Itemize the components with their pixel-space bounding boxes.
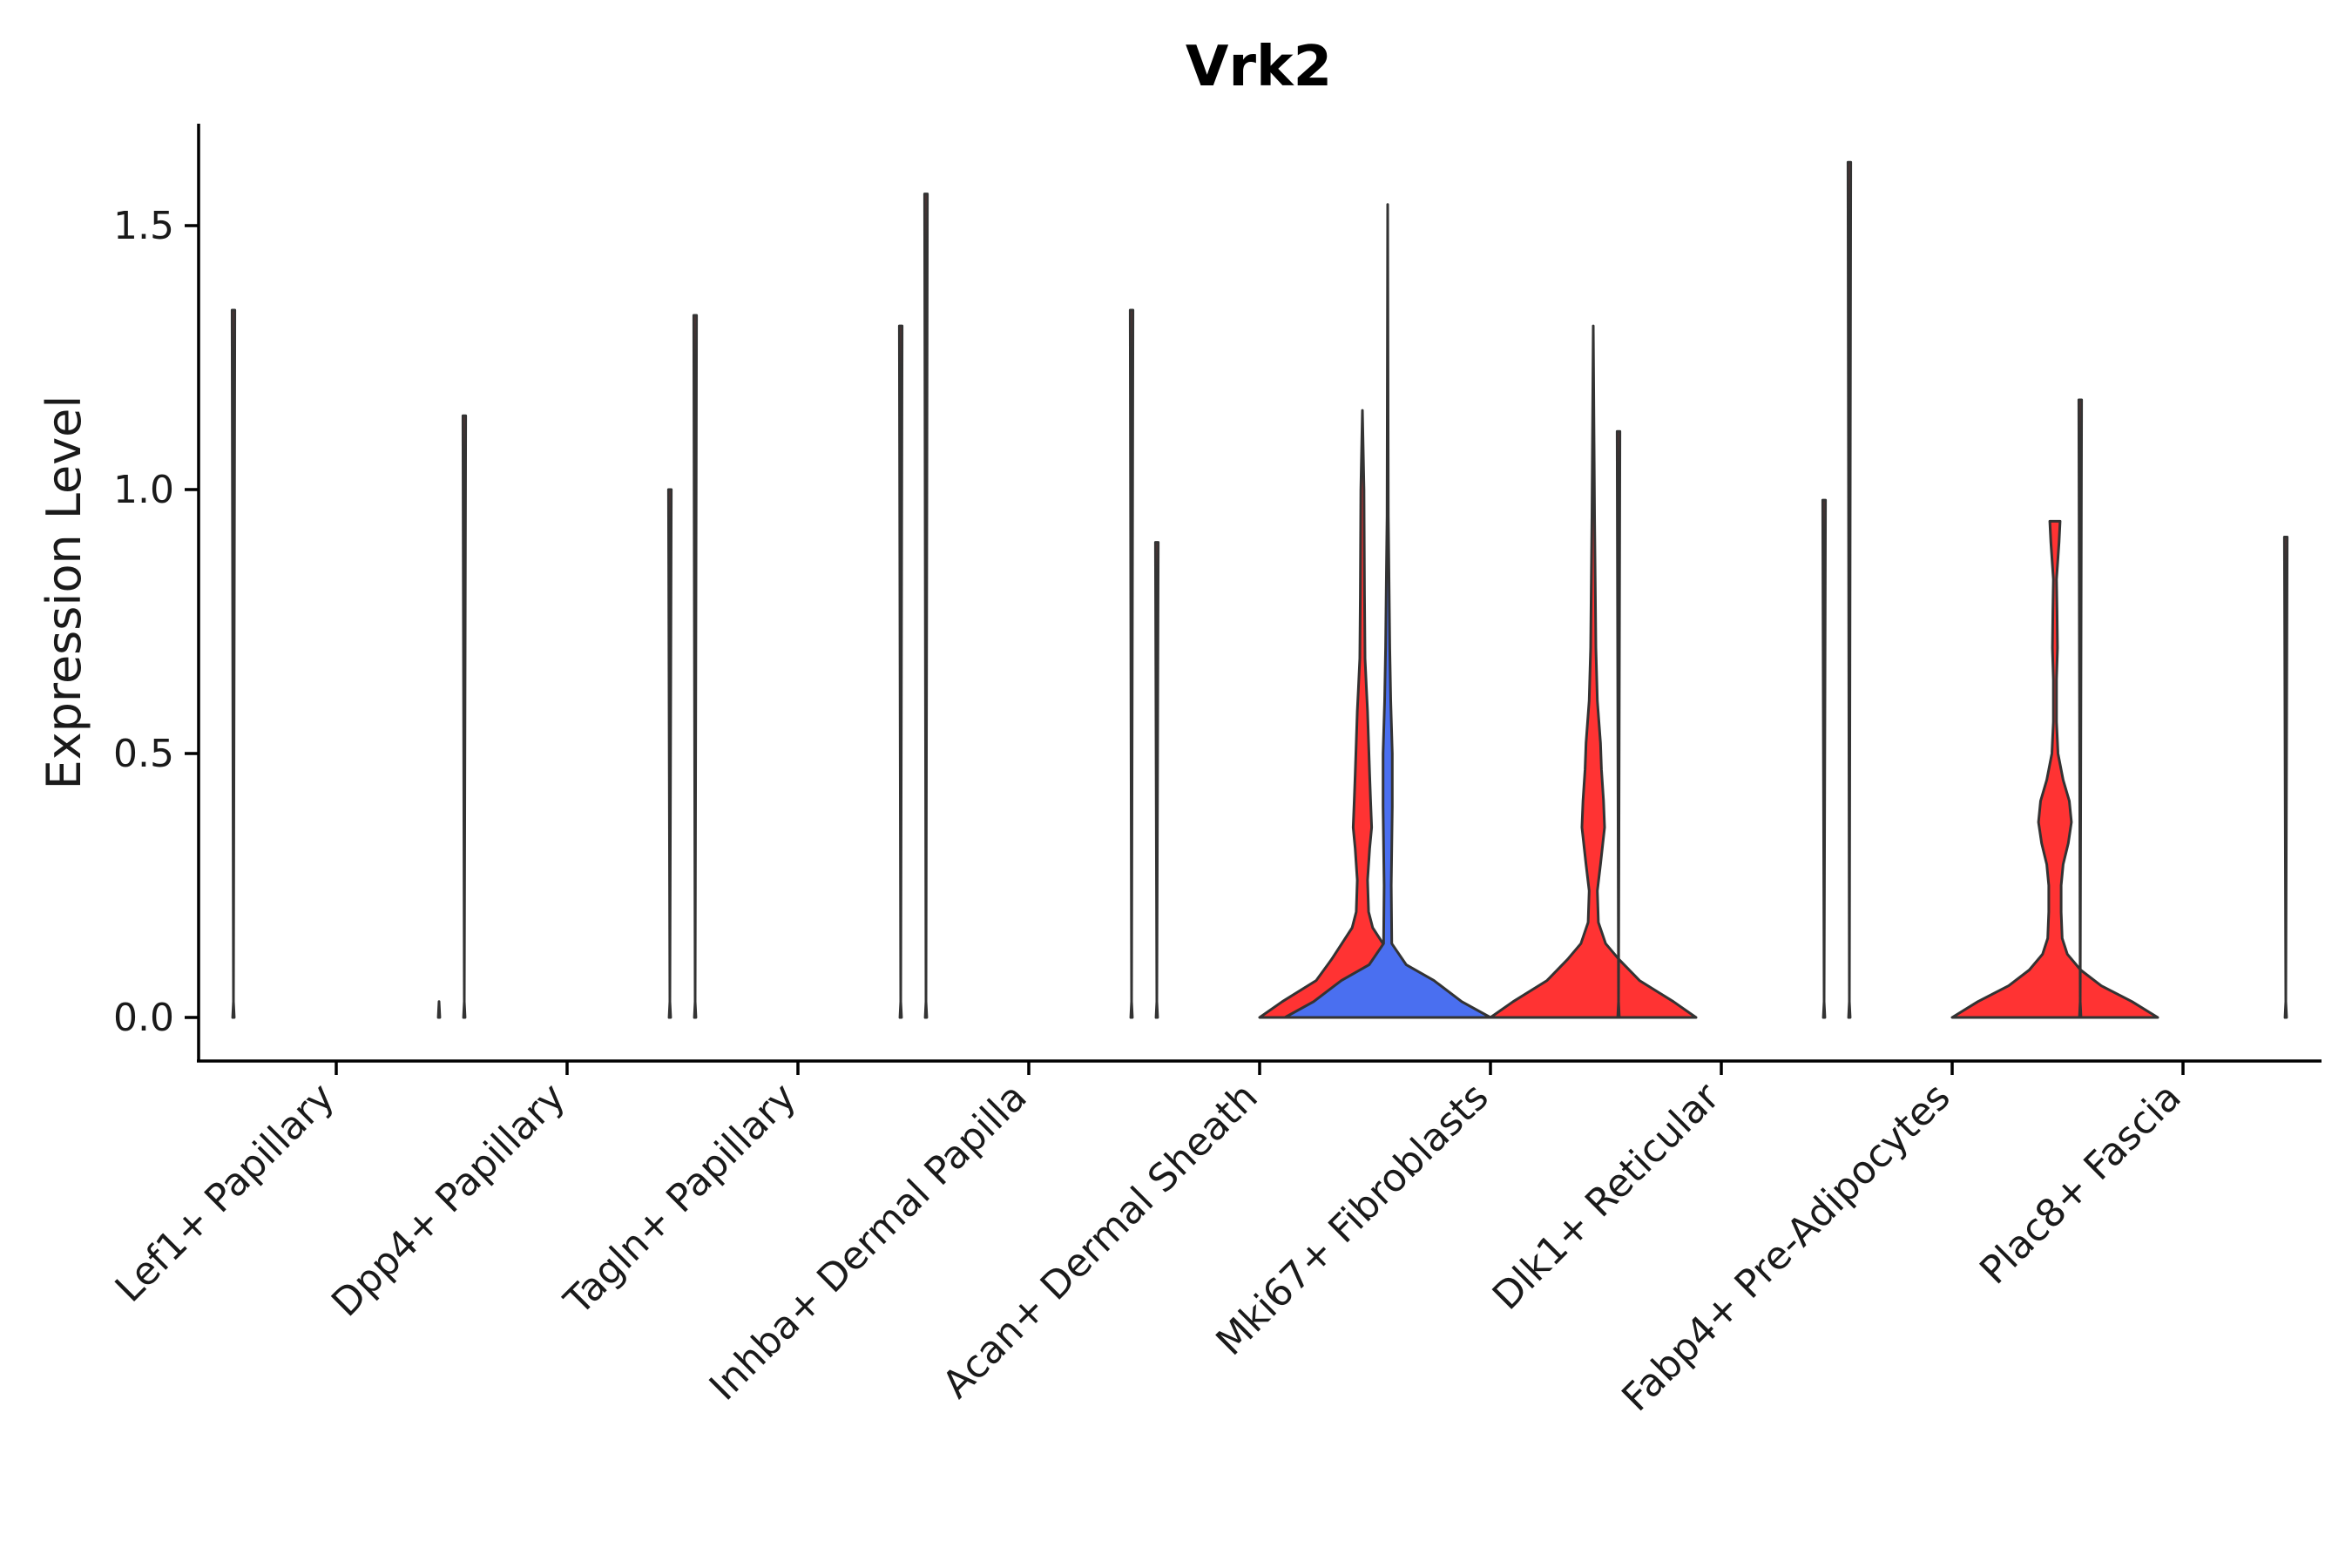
violin-right-fabp4-pre-adipocytes: [1950, 519, 2159, 1019]
y-tick-label: 0.0: [113, 996, 174, 1040]
y-axis-ticks: 0.0 0.5 1.0 1.5: [113, 204, 199, 1040]
y-tick-label: 1.0: [113, 468, 174, 512]
chart-title: Vrk2: [1186, 35, 1332, 99]
violin-left-acan-dermal-sheath: [1153, 541, 1160, 1019]
violin-right-dlk1-reticular: [1821, 498, 1828, 1019]
violin-right-acan-dermal-sheath: [1258, 409, 1467, 1019]
violin-right-lef1-papillary: [436, 1000, 442, 1019]
violin-left-inhba-dermal-papilla: [923, 193, 929, 1019]
x-tick-label: Dpp4+ Papillary: [323, 1075, 574, 1326]
violin-left-tagln-papillary: [692, 314, 699, 1019]
violin-left-lef1-papillary: [230, 308, 237, 1019]
violin-right-inhba-dermal-papilla: [1128, 308, 1135, 1019]
y-tick-label: 0.5: [113, 732, 174, 776]
x-tick-label: Dlk1+ Reticular: [1484, 1074, 1729, 1319]
y-axis-label: Expression Level: [37, 395, 91, 790]
violin-left-dpp4-papillary: [461, 414, 468, 1019]
violin-left-fabp4-pre-adipocytes: [1846, 160, 1853, 1019]
violin-right-plac8-fascia: [2282, 536, 2289, 1019]
x-tick-label: Lef1+ Papillary: [107, 1075, 343, 1311]
violin-left-plac8-fascia: [2077, 398, 2084, 1019]
x-tick-label: Tagln+ Papillary: [556, 1075, 805, 1324]
violin-right-mki67-fibroblasts: [1489, 324, 1698, 1019]
violin-right-tagln-papillary: [897, 324, 904, 1019]
violin-left-dlk1-reticular: [1615, 429, 1622, 1019]
violin-right-dpp4-papillary: [666, 488, 673, 1019]
y-tick-label: 1.5: [113, 204, 174, 248]
violin-left-mki67-fibroblasts: [1283, 203, 1492, 1019]
violin-layer: [230, 160, 2289, 1019]
x-tick-label: Plac8+ Fascia: [1971, 1075, 2190, 1294]
